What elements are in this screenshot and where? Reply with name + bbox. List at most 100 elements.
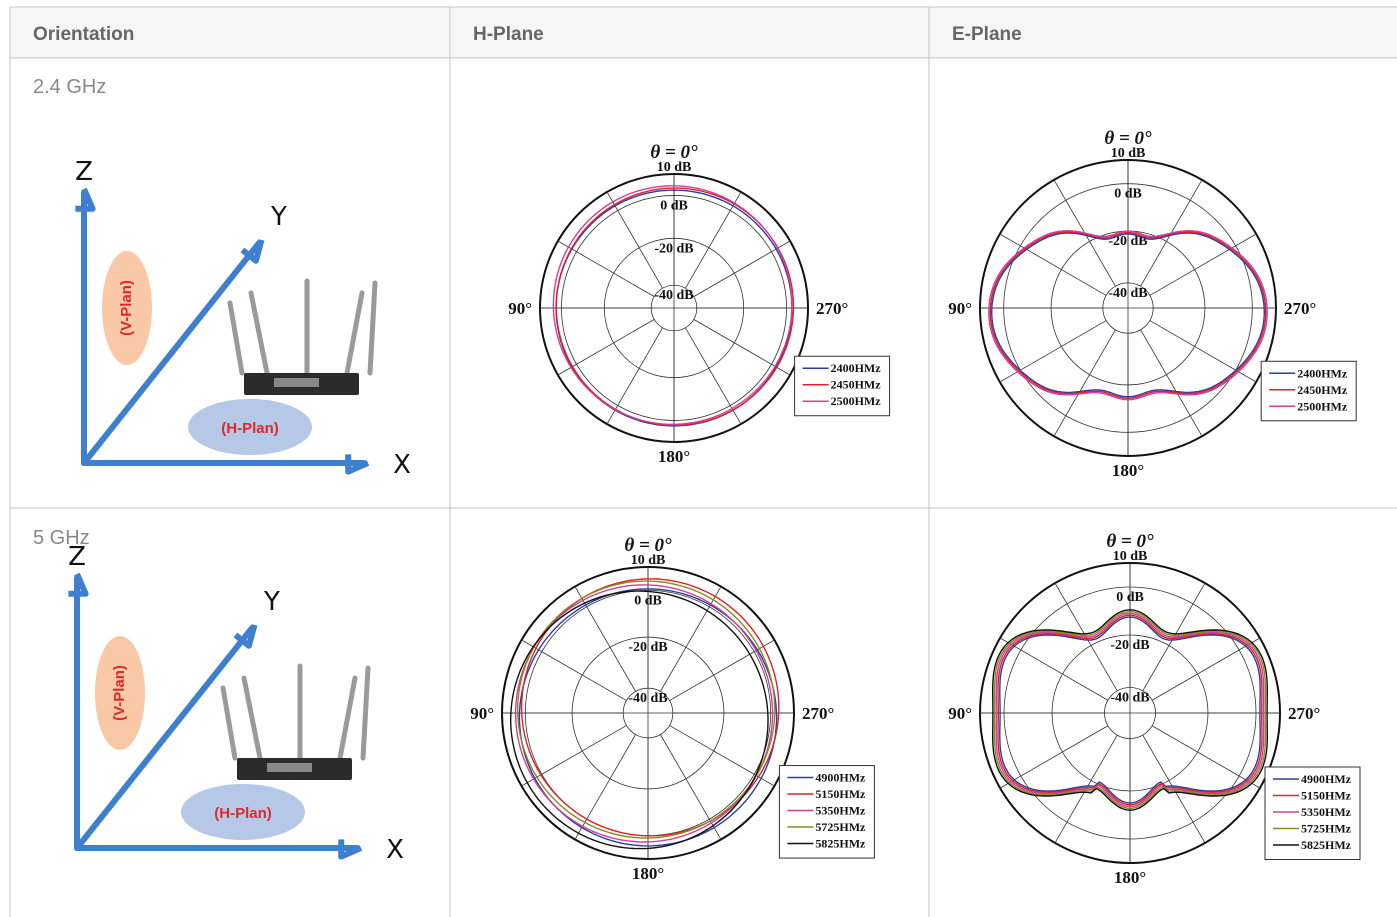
legend-entry: 5825HMz (1301, 838, 1352, 852)
legend-entry: 4900HMz (815, 771, 866, 785)
v-plane-label: (V-Plan) (111, 665, 128, 721)
angle-label: 270° (802, 704, 834, 723)
angle-label: 90° (470, 704, 494, 723)
theta-label: θ = 0° (624, 535, 672, 556)
legend-entry: 5350HMz (1301, 805, 1352, 819)
legend-entry: 5150HMz (1301, 789, 1352, 803)
v-plane-label: (V-Plan) (118, 280, 135, 336)
band-label: 5 GHz (33, 527, 90, 549)
arrow-head (338, 839, 363, 860)
angle-label: 90° (948, 299, 972, 318)
pattern-curve (510, 590, 769, 850)
legend-box (778, 765, 875, 859)
legend-entry: 2500HMz (831, 394, 882, 408)
polar-spoke (660, 734, 722, 840)
polar-spoke (999, 233, 1107, 296)
band-label: 2.4 GHz (33, 76, 106, 98)
polar-spoke (999, 725, 1109, 789)
arrow-head (345, 454, 370, 475)
angle-label: 90° (948, 704, 972, 723)
angle-label: 180° (1114, 868, 1146, 887)
pattern-curve (517, 580, 776, 839)
h-plane-label: (H-Plan) (221, 420, 279, 437)
pattern-curve (993, 610, 1267, 810)
h-plane-ellipse (188, 399, 312, 455)
legend-box (1264, 766, 1361, 860)
angle-label: 90° (508, 299, 532, 318)
ring-label: -40 dB (1110, 691, 1149, 706)
axis-arrow (74, 625, 255, 851)
legend-entry: 5825HMz (815, 837, 866, 851)
arrow-head (68, 572, 89, 597)
ring-label: -20 dB (1110, 638, 1149, 653)
angle-label: 180° (1112, 461, 1144, 480)
theta-label: θ = 0° (1104, 128, 1152, 149)
ring-label: -40 dB (654, 288, 693, 303)
ring-label: -20 dB (654, 241, 693, 256)
legend-entry: 5150HMz (815, 787, 866, 801)
axis-z: Z (68, 542, 86, 572)
ring-label: -40 dB (628, 691, 667, 706)
ring-label: 10 dB (631, 553, 666, 568)
axis-y: Y (263, 587, 280, 617)
legend-entry: 2500HMz (1297, 399, 1348, 413)
polar-spoke (693, 319, 791, 376)
router-ports (274, 378, 319, 387)
h-plane-ellipse (181, 784, 305, 840)
header-row (10, 7, 1397, 58)
polar-spoke (693, 240, 791, 297)
h-plane-label: (H-Plan) (214, 805, 272, 822)
legend-entry: 5350HMz (815, 804, 866, 818)
axis-x: X (386, 835, 404, 865)
legend-entry: 5725HMz (815, 820, 866, 834)
theta-label: θ = 0° (1106, 531, 1154, 552)
arrow-head (233, 624, 258, 649)
polar-spoke (606, 191, 663, 289)
pattern-curve (520, 578, 780, 837)
ring-label: 0 dB (1116, 590, 1144, 605)
pattern-curve (988, 229, 1268, 401)
polar-spoke (557, 319, 655, 376)
legend-entry: 2450HMz (1297, 383, 1348, 397)
antenna (241, 675, 263, 761)
angle-label: 270° (1284, 299, 1316, 318)
axis-y: Y (270, 202, 287, 232)
header-cell: Orientation (33, 24, 134, 45)
angle-label: 180° (658, 447, 690, 466)
ring-label: 10 dB (1113, 549, 1148, 564)
table-grid (9, 6, 1397, 917)
polar-spoke (1140, 329, 1203, 437)
antenna (337, 675, 358, 761)
pattern-curve (999, 616, 1261, 804)
pattern-curve (518, 588, 778, 847)
legend-entry: 5725HMz (1301, 822, 1352, 836)
legend-box (1260, 360, 1357, 422)
antenna (344, 290, 365, 376)
ring-label: -20 dB (628, 640, 667, 655)
ring-label: -20 dB (1108, 234, 1147, 249)
polar-spoke (685, 191, 742, 289)
pattern-curve (997, 614, 1263, 806)
pattern-curve (992, 609, 1269, 811)
polar-spoke (521, 725, 627, 787)
angle-label: 270° (1288, 704, 1320, 723)
header-cell: E-Plane (952, 24, 1022, 45)
arrow-head (75, 187, 96, 212)
router-ports (267, 763, 312, 772)
ring-label: 0 dB (1114, 187, 1142, 202)
polar-spoke (574, 586, 636, 692)
arrow-head (240, 239, 265, 264)
pattern-curve (989, 231, 1267, 400)
antenna (248, 290, 270, 376)
polar-spoke (557, 240, 655, 297)
v-plane-ellipse (95, 636, 145, 750)
antenna (367, 280, 378, 376)
legend-entry: 4900HMz (1301, 772, 1352, 786)
axis-x: X (393, 450, 411, 480)
polar-spoke (606, 327, 663, 425)
pattern-curve (552, 185, 793, 425)
pattern-curve (995, 612, 1265, 808)
antenna (220, 685, 238, 761)
ring-label: 0 dB (660, 198, 688, 213)
